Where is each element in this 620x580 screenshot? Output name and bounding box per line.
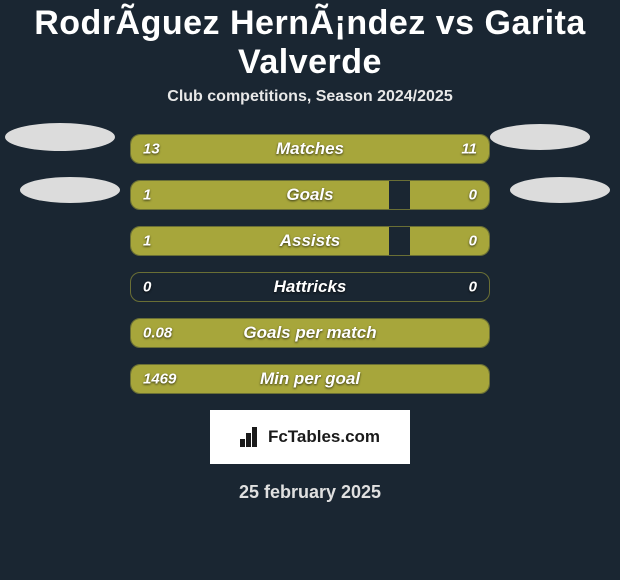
page-title: RodrÃ­guez HernÃ¡ndez vs Garita Valverde <box>0 4 620 82</box>
stat-row: 00Hattricks <box>130 272 490 302</box>
stat-label: Min per goal <box>131 369 489 389</box>
subtitle: Club competitions, Season 2024/2025 <box>0 88 620 106</box>
stat-label: Goals per match <box>131 323 489 343</box>
stat-row: 1311Matches <box>130 134 490 164</box>
player-marker-ellipse <box>490 124 590 150</box>
stat-label: Matches <box>131 139 489 159</box>
stat-label: Hattricks <box>131 277 489 297</box>
player-marker-ellipse <box>5 123 115 151</box>
source-badge-text: FcTables.com <box>268 427 380 447</box>
source-badge: FcTables.com <box>210 410 410 464</box>
stats-rows: 1311Matches 10Goals 10Assists 00Hattricks 0.… <box>130 134 490 394</box>
stat-label: Assists <box>131 231 489 251</box>
player-marker-ellipse <box>20 177 120 203</box>
stat-row: 1469Min per goal <box>130 364 490 394</box>
bar-chart-icon <box>240 427 262 447</box>
comparison-card: RodrÃ­guez HernÃ¡ndez vs Garita Valverde… <box>0 0 620 580</box>
stat-row: 10Assists <box>130 226 490 256</box>
stat-row: 10Goals <box>130 180 490 210</box>
stat-label: Goals <box>131 185 489 205</box>
footer-date: 25 february 2025 <box>0 482 620 503</box>
stat-row: 0.08Goals per match <box>130 318 490 348</box>
player-marker-ellipse <box>510 177 610 203</box>
